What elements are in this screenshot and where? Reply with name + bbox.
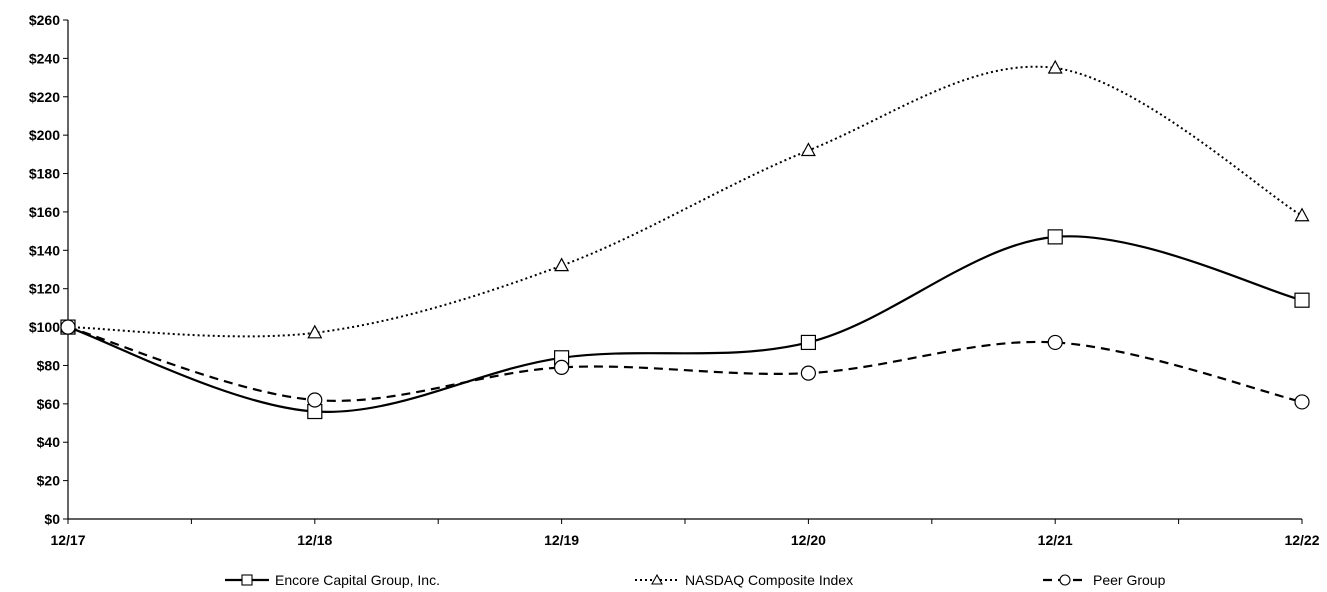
y-tick-label: $40 xyxy=(37,434,61,450)
x-tick-label: 12/17 xyxy=(50,532,85,548)
data-point-2-5 xyxy=(1294,394,1310,410)
series-markers xyxy=(60,59,1310,420)
y-tick-label: $220 xyxy=(29,89,60,105)
y-tick-label: $100 xyxy=(29,319,60,335)
data-point-1-3 xyxy=(800,142,816,157)
data-point-2-3 xyxy=(800,365,817,381)
data-point-1-2 xyxy=(554,257,570,272)
legend-label: NASDAQ Composite Index xyxy=(685,572,853,588)
y-tick-label: $60 xyxy=(37,396,61,412)
data-point-2-4 xyxy=(1047,334,1063,351)
legend-label: Encore Capital Group, Inc. xyxy=(275,572,440,588)
x-tick-label: 12/21 xyxy=(1038,532,1073,548)
y-tick-label: $200 xyxy=(29,127,60,143)
y-tick-label: $260 xyxy=(29,12,60,28)
x-tick-label: 12/19 xyxy=(544,532,579,548)
data-point-0-5 xyxy=(1294,292,1310,308)
legend-item-1: NASDAQ Composite Index xyxy=(635,572,853,588)
series-line-0 xyxy=(67,235,1303,413)
data-point-0-3 xyxy=(800,334,817,351)
legend-marker xyxy=(1059,574,1071,586)
y-tick-label: $180 xyxy=(29,166,60,182)
legend-marker xyxy=(651,573,663,585)
data-point-2-2 xyxy=(553,359,570,375)
y-tick-label: $80 xyxy=(37,357,61,373)
data-point-2-1 xyxy=(307,392,323,408)
y-axis-tick-labels: $0 $20 $40 $60 $80 $100 $120 $140 $160 $180 $200 $2… xyxy=(29,12,60,527)
series-line-2 xyxy=(67,326,1303,403)
data-point-1-1 xyxy=(307,324,323,339)
y-tick-label: $240 xyxy=(29,50,60,66)
data-point-1-4 xyxy=(1047,59,1063,74)
y-tick-label: $0 xyxy=(44,511,60,527)
series-line-1 xyxy=(67,65,1303,338)
data-point-0-4 xyxy=(1047,229,1063,245)
data-point-2-0 xyxy=(60,319,76,335)
y-tick-label: $20 xyxy=(37,473,61,489)
chart-axes xyxy=(63,19,1303,524)
y-tick-label: $160 xyxy=(29,204,60,220)
x-tick-label: 12/20 xyxy=(791,532,826,548)
legend-label: Peer Group xyxy=(1093,572,1166,588)
y-tick-label: $140 xyxy=(29,242,60,258)
data-point-1-5 xyxy=(1294,207,1310,222)
x-tick-label: 12/22 xyxy=(1284,532,1319,548)
x-axis-tick-labels: 12/17 12/18 12/19 12/20 12/21 12/22 xyxy=(50,532,1319,548)
legend-item-0: Encore Capital Group, Inc. xyxy=(225,572,440,588)
legend: Encore Capital Group, Inc. NASDAQ Composi… xyxy=(225,572,1166,588)
series-lines xyxy=(67,65,1303,413)
legend-marker xyxy=(241,574,253,586)
y-tick-label: $120 xyxy=(29,281,60,297)
x-tick-label: 12/18 xyxy=(297,532,332,548)
legend-item-2: Peer Group xyxy=(1043,572,1166,588)
